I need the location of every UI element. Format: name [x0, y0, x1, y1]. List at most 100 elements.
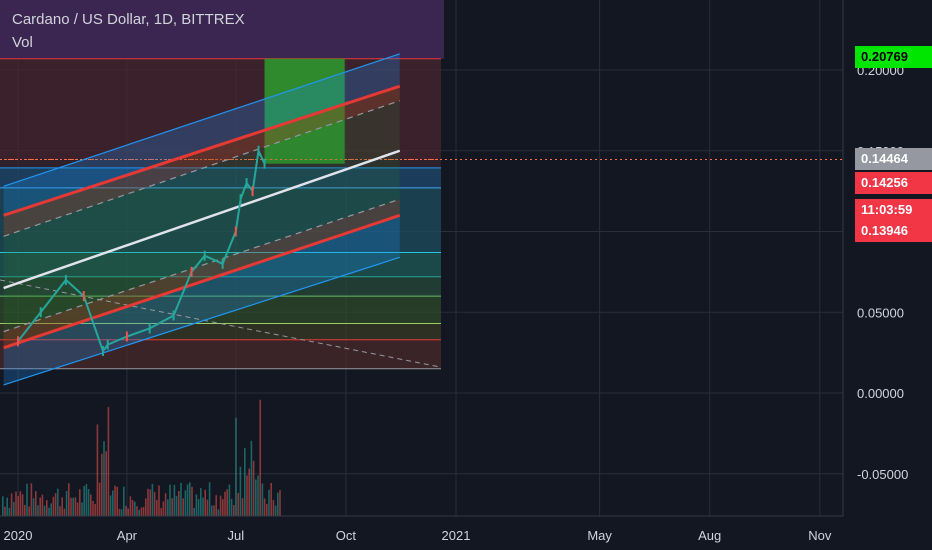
symbol-title[interactable]: Cardano / US Dollar, 1D, BITTREX	[12, 11, 245, 28]
volume-bar	[76, 502, 79, 516]
volume-bar	[26, 483, 28, 516]
channel-line	[3, 256, 400, 386]
volume-bar	[54, 493, 57, 516]
time-tick-label: Oct	[336, 528, 357, 543]
fib-band	[0, 159, 441, 168]
volume-bar	[204, 489, 206, 516]
volume-bar	[277, 492, 279, 516]
volume-bar	[13, 502, 15, 516]
volume-bar	[52, 496, 55, 516]
fib-band	[0, 58, 441, 160]
volume-bar	[68, 483, 70, 516]
volume-bar	[169, 484, 171, 516]
volume-bar	[239, 466, 242, 516]
volume-bar	[200, 488, 202, 516]
volume-bar	[257, 475, 259, 516]
channel-mid-price-badge: 0.14464	[855, 148, 932, 170]
channel-band-lower-red	[3, 199, 400, 348]
volume-bar	[112, 490, 114, 516]
volume-bar	[149, 489, 151, 516]
volume-bar	[87, 489, 90, 516]
channel-line	[3, 213, 401, 350]
fibonacci-levels	[0, 0, 444, 370]
volume-bar	[74, 497, 77, 516]
channel-line	[3, 149, 401, 290]
volume-bar	[215, 495, 217, 516]
volume-indicator-label[interactable]: Vol	[12, 34, 33, 51]
volume-bar	[70, 497, 72, 516]
volume-bar	[145, 498, 147, 516]
volume-bar	[105, 451, 107, 516]
volume-bar	[175, 496, 178, 516]
time-axis-background	[0, 516, 932, 550]
time-tick-label: May	[587, 528, 612, 543]
volume-bar	[118, 508, 121, 516]
volume-bar	[81, 502, 83, 516]
volume-bar	[153, 492, 156, 516]
volume-bar	[252, 460, 255, 516]
target-price-badge: 0.20769	[855, 46, 932, 68]
volume-bar	[125, 505, 127, 516]
volume-bar	[191, 486, 193, 516]
volume-bar	[228, 484, 231, 516]
volume-bar	[92, 500, 94, 516]
volume-bar	[109, 495, 112, 516]
fib-top-zone	[0, 0, 444, 59]
fib-band	[0, 276, 441, 297]
fib-band	[0, 187, 441, 253]
volume-bar	[41, 494, 44, 516]
volume-bar	[272, 500, 275, 516]
volume-bar	[8, 507, 11, 516]
volume-bar	[50, 503, 52, 516]
volume-bar	[24, 505, 26, 516]
volume-bar	[142, 506, 145, 516]
volume-bar	[83, 485, 85, 516]
volume-bar	[116, 486, 118, 516]
volume-bar	[211, 505, 213, 516]
volume-bar	[261, 483, 264, 516]
volume-bar	[167, 499, 169, 516]
volume-bar	[98, 482, 101, 516]
volume-bar	[79, 489, 81, 516]
volume-bar	[48, 507, 50, 516]
volume-bar	[213, 505, 215, 516]
volume-bar	[30, 483, 33, 516]
time-tick-label: Nov	[808, 528, 832, 543]
time-tick-label: Apr	[117, 528, 138, 543]
chart-legend: Cardano / US Dollar, 1D, BITTREX Vol	[12, 10, 245, 56]
volume-bar	[195, 494, 198, 516]
volume-bar	[138, 509, 140, 516]
volume-bar	[59, 506, 61, 516]
volume-bar	[250, 440, 253, 516]
volume-bar	[178, 491, 180, 516]
volume-bar	[2, 496, 4, 516]
volume-bar	[193, 507, 195, 516]
time-tick-label: Jul	[227, 528, 244, 543]
volume-bar	[224, 491, 226, 516]
volume-bar	[202, 497, 204, 516]
volume-bar	[173, 484, 176, 516]
volume-bar	[17, 496, 19, 516]
volume-bar	[208, 482, 211, 516]
price-tick-label: 0.00000	[857, 386, 904, 401]
fib-band	[0, 323, 441, 340]
volume-bar	[186, 484, 189, 516]
volume-bar	[129, 496, 132, 516]
volume-bar	[219, 495, 222, 516]
volume-bar	[15, 491, 17, 516]
volume-bar	[248, 468, 250, 516]
volume-bar	[158, 485, 160, 516]
channel-band-upper-inner	[3, 86, 400, 289]
channel-line	[3, 198, 400, 333]
volume-bar	[57, 488, 59, 516]
volume-bar	[268, 489, 270, 516]
volume-bar	[123, 486, 125, 516]
volume-bar	[61, 497, 63, 516]
volume-bar	[217, 509, 220, 516]
time-axis[interactable]: 2020 Apr Jul Oct 2021 May Aug Nov	[0, 515, 932, 550]
volume-bar	[206, 499, 209, 516]
volume-bar	[147, 488, 149, 516]
volume-bar	[127, 508, 129, 516]
